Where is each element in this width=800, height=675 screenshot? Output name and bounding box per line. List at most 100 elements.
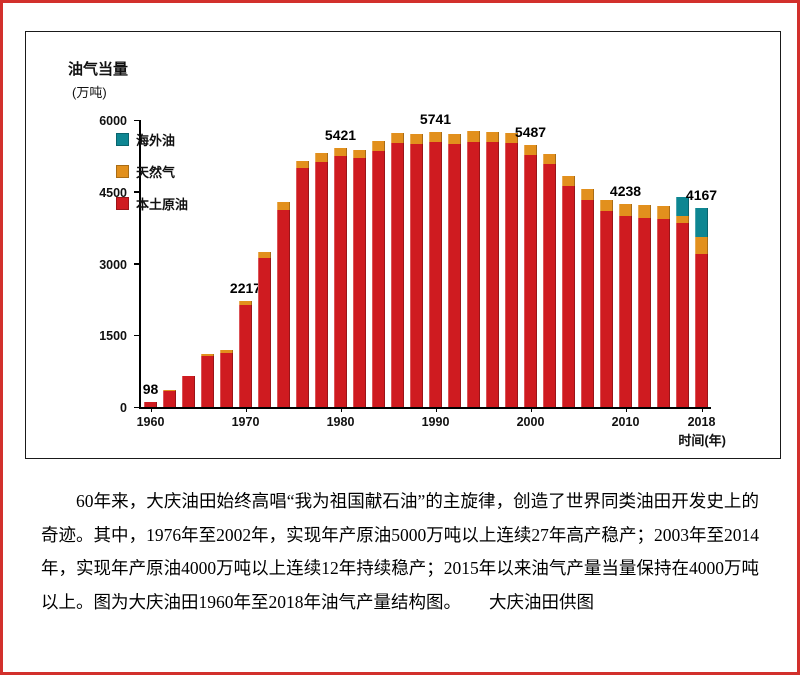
bar-segment-gas xyxy=(524,144,537,155)
bar-slot: 98 1960 xyxy=(137,120,165,429)
bar-stack xyxy=(277,202,290,407)
bar-slot xyxy=(274,120,293,407)
bar-segment-gas xyxy=(239,300,252,306)
bar-segment-gas xyxy=(467,131,480,142)
bar-segment-crude xyxy=(220,352,233,407)
bar-segment-gas xyxy=(505,132,518,143)
bar-slot: 2217 1970 xyxy=(230,120,261,429)
bar-stack xyxy=(182,375,195,407)
x-tick-label: 1980 xyxy=(326,415,355,429)
bar-slot xyxy=(578,120,597,407)
bar-slot: 4167 2018 xyxy=(686,120,717,429)
bar-segment-gas xyxy=(619,204,632,217)
bar-segment-crude xyxy=(201,356,214,407)
bar-segment-gas xyxy=(581,188,594,200)
bar-value-label: 5741 xyxy=(419,111,452,128)
bar-value-label: 5487 xyxy=(514,123,547,140)
bar-slot xyxy=(540,120,559,407)
bar-value-label: 98 xyxy=(142,381,159,398)
legend-item: 海外油 xyxy=(116,130,188,149)
bar-slot xyxy=(388,120,407,407)
y-tick-mark xyxy=(134,406,139,408)
y-tick-label: 1500 xyxy=(99,329,127,344)
bar-stack xyxy=(239,300,252,407)
y-tick-mark xyxy=(134,334,139,337)
bar-stack xyxy=(372,141,385,407)
legend-swatch xyxy=(116,197,129,210)
bar-slot xyxy=(217,120,236,407)
bar-stack xyxy=(581,188,594,407)
bar-stack xyxy=(543,153,556,407)
y-axis-unit: (万吨) xyxy=(72,85,107,100)
x-tick-mark xyxy=(701,407,703,412)
bar-segment-gas xyxy=(562,175,575,187)
bar-segment-crude xyxy=(163,390,176,407)
bar-slot xyxy=(407,120,426,407)
bar-segment-gas xyxy=(600,199,613,212)
bar-stack xyxy=(562,175,575,407)
bar-stack xyxy=(448,133,461,407)
bar-slot xyxy=(255,120,274,407)
bar-stack xyxy=(334,147,347,407)
bar-slot: 5741 1990 xyxy=(420,111,451,429)
bar-stack xyxy=(258,251,271,407)
bar-segment-gas xyxy=(657,205,670,220)
bar-slot xyxy=(179,120,198,407)
bar-segment-crude xyxy=(448,143,461,407)
bar-segment-crude xyxy=(296,167,309,407)
x-axis-title: 时间(年) xyxy=(678,433,726,448)
bar-stack xyxy=(657,205,670,407)
bar-segment-gas xyxy=(220,350,233,353)
bar-segment-crude xyxy=(695,253,708,407)
bar-stack xyxy=(524,144,537,407)
bar-slot xyxy=(198,120,217,407)
y-tick-mark xyxy=(134,191,139,193)
bar-stack xyxy=(676,196,689,407)
bar-segment-gas xyxy=(334,147,347,156)
bar-segment-overseas xyxy=(695,207,708,238)
plot-area: 98 1960 2217 1970 5421 1980 5741 1990 5487 2000 42… xyxy=(137,111,717,429)
bar-stack xyxy=(391,133,404,407)
bar-stack xyxy=(600,199,613,407)
caption: 60年来，大庆油田始终高唱“我为祖国献石油”的主旋律，创造了世界同类油田开发史上… xyxy=(41,485,759,619)
bar-value-label: 2217 xyxy=(229,279,262,296)
bar-slot xyxy=(502,120,521,407)
bar-slot xyxy=(635,120,654,407)
x-tick-mark xyxy=(530,407,532,412)
legend-label: 天然气 xyxy=(136,165,176,180)
bar-segment-crude xyxy=(277,209,290,407)
bar-segment-gas xyxy=(543,153,556,165)
bar-segment-crude xyxy=(467,141,480,407)
x-tick-mark xyxy=(150,407,152,412)
bar-segment-crude xyxy=(524,154,537,407)
bar-slot xyxy=(559,120,578,407)
bar-segment-crude xyxy=(581,199,594,407)
bar-segment-gas xyxy=(277,202,290,210)
x-tick-mark xyxy=(340,407,342,412)
bar-value-label: 4238 xyxy=(609,183,642,200)
y-tick-mark xyxy=(134,119,139,121)
bar-segment-crude xyxy=(239,305,252,407)
bar-segment-gas xyxy=(638,205,651,218)
bar-segment-gas xyxy=(429,132,442,143)
bar-segment-crude xyxy=(182,376,195,407)
legend-item: 本土原油 xyxy=(116,194,188,213)
bar-segment-crude xyxy=(505,142,518,407)
bar-segment-crude xyxy=(144,402,157,407)
y-tick-label: 0 xyxy=(120,401,127,415)
x-tick-label: 2018 xyxy=(687,415,716,429)
bar-segment-crude xyxy=(258,257,271,407)
legend-item: 天然气 xyxy=(116,162,188,181)
bar-stack xyxy=(220,350,233,407)
caption-paragraph: 60年来，大庆油田始终高唱“我为祖国献石油”的主旋律，创造了世界同类油田开发史上… xyxy=(41,485,759,619)
bar-stack xyxy=(638,205,651,407)
bar-slot xyxy=(464,120,483,407)
bar-segment-crude xyxy=(315,162,328,407)
bar-segment-overseas xyxy=(676,196,689,216)
bar-slot xyxy=(293,120,312,407)
bar-segment-crude xyxy=(600,211,613,407)
y-tick-mark xyxy=(134,263,139,265)
bar-slot xyxy=(350,120,369,407)
bar-value-label: 4167 xyxy=(685,186,718,203)
